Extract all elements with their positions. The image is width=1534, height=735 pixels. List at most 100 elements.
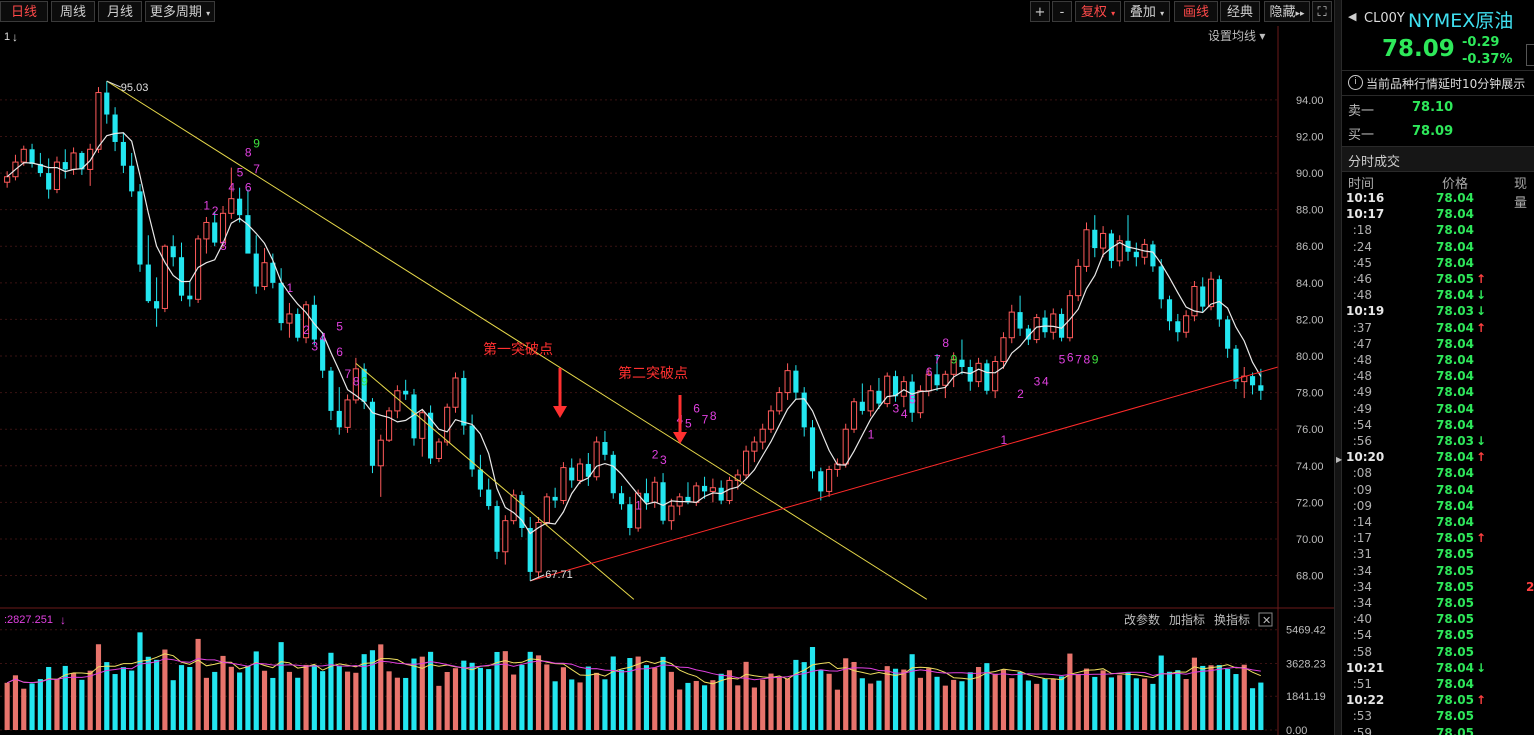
candle-up [203, 221, 210, 240]
trade-time: :48 [1352, 288, 1372, 303]
trade-volume: 2 [1526, 579, 1534, 594]
candle-up [942, 373, 949, 386]
trade-time: :18 [1352, 223, 1372, 238]
trade-time: 10:22 [1346, 693, 1385, 708]
candle-up [668, 505, 675, 522]
chevron-down-icon: ▾ [206, 9, 211, 18]
candle-down [585, 463, 591, 477]
candle-down [1166, 299, 1173, 322]
candle-down [486, 489, 492, 507]
volume-bar [1025, 680, 1031, 730]
trade-time: 10:21 [1346, 660, 1385, 675]
mini-label: 1 [4, 31, 10, 43]
volume-bar [544, 664, 550, 730]
volume-bar [951, 679, 957, 730]
collapse-handle-icon[interactable]: ▶ [1336, 455, 1343, 464]
chevron-down-icon: ▾ [1111, 9, 1116, 18]
volume-bar [1158, 655, 1164, 730]
candle-up [1100, 232, 1107, 249]
trade-price: 78.04 [1436, 417, 1474, 432]
volume-bar [494, 651, 500, 730]
add-indicator-button[interactable]: 加指标 [1169, 612, 1205, 627]
annotation-second-breakout: 第二突破点 [618, 365, 688, 381]
volume-bar [62, 665, 68, 730]
volume-bar [237, 672, 243, 730]
draw-line-button[interactable]: 画线 [1174, 1, 1218, 22]
trade-row: :49 78.04 [1342, 385, 1534, 401]
zoom-out-button[interactable]: - [1052, 1, 1072, 22]
volume-bar [975, 666, 982, 730]
volume-bar [511, 674, 517, 730]
more-periods-dropdown[interactable]: 更多周期 ▾ [145, 1, 215, 22]
edit-params-button[interactable]: 改参数 [1124, 612, 1160, 627]
candle-up [917, 390, 924, 414]
hide-button[interactable]: 隐藏▸▸ [1264, 1, 1310, 22]
sequence-count-label: 7 [934, 352, 941, 366]
candle-down [1233, 348, 1239, 382]
volume-ma10-line [6, 658, 1261, 684]
candle-down [685, 496, 691, 503]
tab-weekly[interactable]: 周线 [51, 1, 95, 22]
trade-row: :34 78.05 2 [1342, 580, 1534, 596]
volume-bar [104, 662, 110, 730]
candle-down [1225, 319, 1231, 349]
buy1-label: 买一 [1348, 128, 1375, 143]
panel-splitter[interactable]: ▶ [1334, 0, 1342, 735]
volume-bar [1092, 676, 1098, 730]
candle-down [253, 253, 259, 287]
volume-bar [851, 661, 857, 730]
trade-row: :34 78.05 [1342, 596, 1534, 612]
trade-row: :34 78.05 [1342, 564, 1534, 580]
volume-bar [120, 667, 126, 730]
candle-down [1042, 317, 1048, 333]
trade-time: :40 [1352, 612, 1372, 627]
annotation-first-breakout: 第一突破点 [483, 341, 553, 357]
adjust-dropdown[interactable]: 复权 ▾ [1075, 1, 1121, 22]
candle-down [411, 394, 417, 439]
tab-monthly[interactable]: 月线 [98, 1, 142, 22]
trade-price: 78.05 [1436, 579, 1474, 594]
candlestick-chart[interactable]: 1 ↓ 设置均线 ▾ 95.0367.718912456731245367894… [0, 0, 1334, 735]
y-tick-label: 88.00 [1296, 205, 1324, 217]
switch-indicator-button[interactable]: 换指标 [1214, 612, 1250, 627]
trade-row: :48 78.04 ↓ [1342, 288, 1534, 304]
trade-price: 78.04 [1436, 223, 1474, 238]
close-indicator-button[interactable] [1258, 612, 1273, 627]
prev-symbol-icon[interactable]: ◀ [1348, 10, 1357, 23]
candle-up [452, 377, 459, 408]
volume-bar [137, 632, 143, 730]
trade-price: 78.05 [1436, 531, 1474, 546]
ticks-header: 分时成交 [1342, 146, 1534, 172]
volume-bar [751, 687, 757, 730]
candle-up [352, 368, 359, 401]
volume-bar [735, 685, 741, 730]
volume-bar [270, 677, 276, 730]
set-ma-button[interactable]: 设置均线 ▾ [1208, 29, 1265, 43]
fullscreen-button[interactable]: ⛶ [1312, 1, 1332, 22]
delay-notice: 当前品种行情延时10分钟展示 [1366, 77, 1526, 91]
candle-down [1133, 251, 1139, 258]
volume-bar [303, 664, 309, 730]
trade-row: :09 78.04 [1342, 499, 1534, 515]
overlay-dropdown[interactable]: 叠加 ▾ [1124, 1, 1170, 22]
sell1-price: 78.10 [1412, 100, 1454, 115]
volume-bar [220, 655, 226, 730]
candle-up [1000, 337, 1007, 363]
y-tick-label: 80.00 [1296, 351, 1324, 363]
candle-down [328, 370, 334, 411]
volume-bar [859, 678, 865, 730]
candle-down [469, 425, 475, 470]
classic-button[interactable]: 经典 [1220, 1, 1260, 22]
candle-down [1258, 385, 1264, 391]
candle-up [842, 428, 849, 465]
volume-bar [1150, 683, 1156, 730]
tab-daily[interactable]: 日线 [0, 1, 48, 22]
add-watch-button[interactable] [1526, 44, 1534, 66]
sequence-count-label: 6 [336, 345, 343, 359]
candle-up [709, 487, 716, 492]
volume-bar [1075, 673, 1081, 730]
volume-bar [743, 661, 749, 730]
trade-price: 78.04 [1436, 288, 1474, 303]
sequence-count-label: 8 [245, 146, 252, 160]
zoom-in-button[interactable]: + [1030, 1, 1050, 22]
